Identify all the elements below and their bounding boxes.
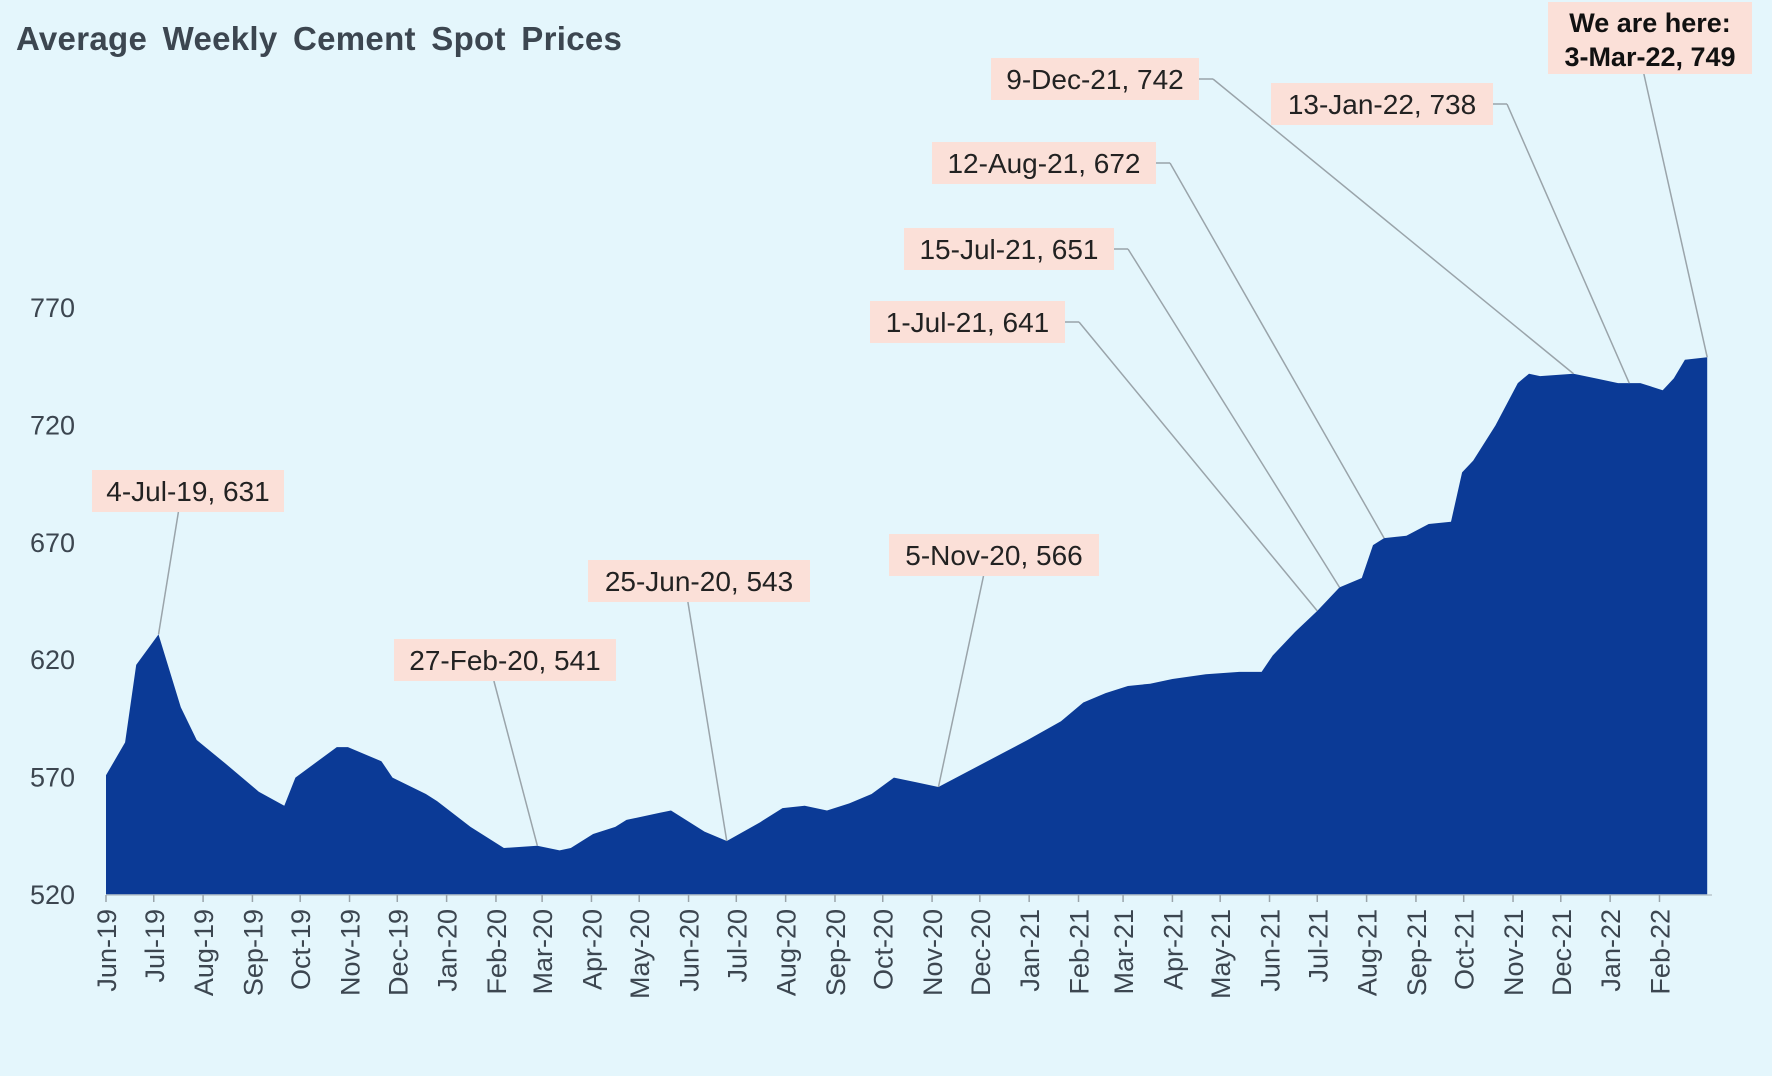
annotation-leader — [1078, 321, 1318, 612]
y-tick-label: 670 — [30, 528, 75, 558]
annotation-box — [904, 228, 1114, 270]
chart-title: Average Weekly Cement Spot Prices — [16, 20, 623, 57]
y-tick-label: 720 — [30, 410, 75, 440]
annotation-label: 27-Feb-20, 541 — [409, 645, 600, 676]
x-tick-label: Dec-19 — [383, 909, 413, 996]
annotation-label: 5-Nov-20, 566 — [905, 540, 1082, 571]
annotation-label: 25-Jun-20, 543 — [605, 566, 793, 597]
x-tick-label: Jul-21 — [1303, 909, 1333, 983]
x-tick-label: May-20 — [625, 909, 655, 999]
x-tick-label: Oct-21 — [1450, 909, 1480, 990]
annotation-leader — [1127, 248, 1341, 588]
x-tick-label: Aug-21 — [1353, 909, 1383, 996]
x-tick-label: Sep-19 — [238, 909, 268, 996]
annotation-leader — [157, 511, 180, 635]
annotation-leader — [1643, 73, 1708, 358]
annotation-box — [92, 470, 284, 512]
annotation-leader — [493, 680, 539, 846]
annotation-label: 12-Aug-21, 672 — [947, 148, 1140, 179]
x-tick-label: Jan-20 — [433, 909, 463, 992]
area-series — [106, 357, 1708, 895]
x-tick-label: Mar-21 — [1109, 909, 1139, 995]
annotation-leader — [687, 601, 728, 842]
x-tick-label: Sep-21 — [1402, 909, 1432, 996]
x-tick-label: Feb-22 — [1645, 909, 1675, 995]
annotation-box — [870, 301, 1065, 343]
annotation-box — [932, 142, 1156, 184]
y-tick-label: 620 — [30, 645, 75, 675]
annotation-label: 13-Jan-22, 738 — [1288, 89, 1476, 120]
annotation-leader — [1169, 162, 1385, 539]
annotation-label: 1-Jul-21, 641 — [886, 307, 1049, 338]
annotation-leader — [937, 575, 985, 788]
annotation-leader — [1212, 78, 1574, 375]
x-tick-label: Jan-22 — [1596, 909, 1626, 992]
x-tick-label: Jun-19 — [92, 909, 122, 992]
annotation-label: 9-Dec-21, 742 — [1006, 64, 1183, 95]
annotation-label: 15-Jul-21, 651 — [919, 234, 1098, 265]
x-tick-label: Nov-21 — [1499, 909, 1529, 996]
x-tick-label: Oct-20 — [869, 909, 899, 990]
annotation-label: We are here: — [1569, 8, 1731, 38]
x-tick-label: Sep-20 — [821, 909, 851, 996]
annotation-box — [991, 58, 1199, 100]
annotation-label: 3-Mar-22, 749 — [1564, 42, 1735, 72]
annotation-box — [889, 534, 1099, 576]
annotation-label: 4-Jul-19, 631 — [106, 476, 269, 507]
x-tick-label: Jul-19 — [140, 909, 170, 983]
x-tick-label: Jun-20 — [675, 909, 705, 992]
y-tick-label: 770 — [30, 293, 75, 323]
x-tick-label: Feb-20 — [482, 909, 512, 995]
x-tick-label: Dec-21 — [1547, 909, 1577, 996]
y-tick-label: 570 — [30, 763, 75, 793]
x-tick-label: Mar-20 — [528, 909, 558, 995]
annotation-box — [1548, 2, 1752, 74]
x-tick-label: Jul-20 — [722, 909, 752, 983]
x-tick-label: May-21 — [1206, 909, 1236, 999]
annotation-box — [1271, 83, 1493, 125]
y-tick-label: 520 — [30, 880, 75, 910]
annotation-box — [588, 560, 810, 602]
x-tick-label: Aug-19 — [189, 909, 219, 996]
x-tick-label: Jun-21 — [1256, 909, 1286, 992]
x-tick-label: Jan-21 — [1015, 909, 1045, 992]
x-tick-label: Apr-20 — [577, 909, 607, 990]
annotation-box — [394, 639, 616, 681]
x-tick-label: Aug-20 — [772, 909, 802, 996]
x-tick-label: Feb-21 — [1065, 909, 1095, 995]
x-tick-label: Nov-19 — [336, 909, 366, 996]
x-tick-label: Nov-20 — [918, 909, 948, 996]
x-tick-label: Apr-21 — [1158, 909, 1188, 990]
annotation-leader — [1506, 103, 1630, 384]
x-tick-label: Dec-20 — [966, 909, 996, 996]
x-tick-label: Oct-19 — [286, 909, 316, 990]
